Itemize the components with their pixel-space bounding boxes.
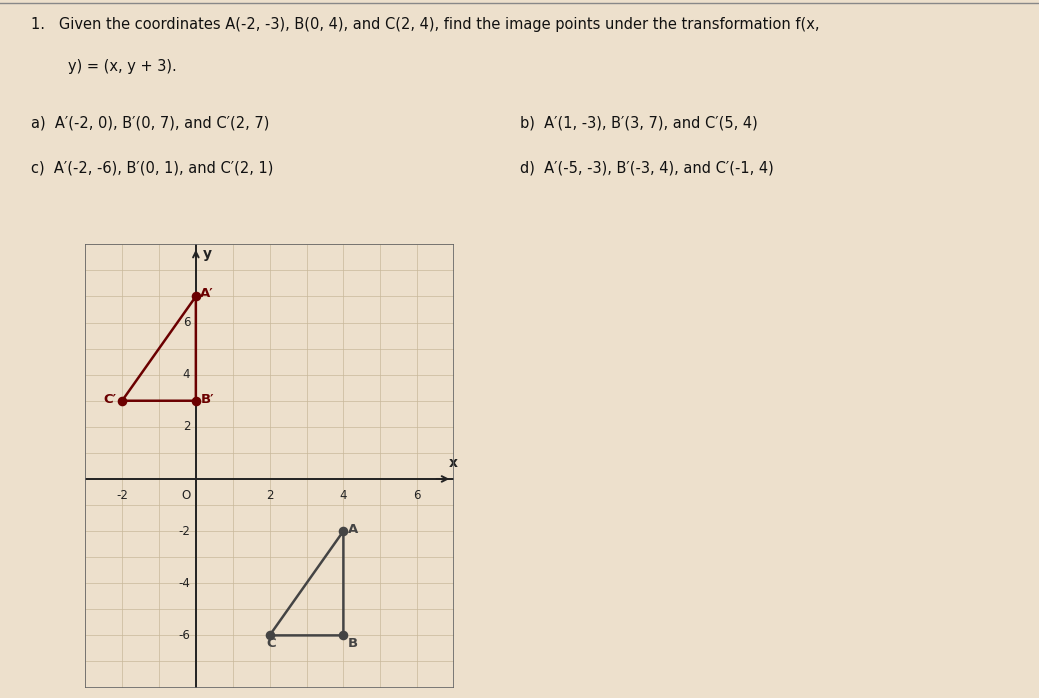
Text: 6: 6 [414, 489, 421, 503]
Text: C′: C′ [104, 393, 116, 406]
Text: 4: 4 [183, 368, 190, 381]
Text: y: y [204, 247, 212, 261]
Text: 2: 2 [266, 489, 273, 503]
Point [336, 526, 352, 537]
Text: a)  A′(-2, 0), B′(0, 7), and C′(2, 7): a) A′(-2, 0), B′(0, 7), and C′(2, 7) [31, 115, 269, 130]
Point [114, 395, 131, 406]
Point [336, 630, 352, 641]
Text: B′: B′ [201, 393, 214, 406]
Text: -6: -6 [179, 629, 190, 642]
Text: c)  A′(-2, -6), B′(0, 1), and C′(2, 1): c) A′(-2, -6), B′(0, 1), and C′(2, 1) [31, 161, 273, 175]
Text: d)  A′(-5, -3), B′(-3, 4), and C′(-1, 4): d) A′(-5, -3), B′(-3, 4), and C′(-1, 4) [520, 161, 773, 175]
Text: 1.   Given the coordinates A(-2, -3), B(0, 4), and C(2, 4), find the image point: 1. Given the coordinates A(-2, -3), B(0,… [31, 17, 820, 32]
Point [262, 630, 278, 641]
Text: A′: A′ [199, 288, 213, 300]
Text: 2: 2 [183, 420, 190, 433]
Text: O: O [181, 489, 190, 503]
Text: C: C [266, 637, 275, 650]
Text: x: x [449, 456, 457, 470]
Text: B: B [348, 637, 358, 650]
Text: b)  A′(1, -3), B′(3, 7), and C′(5, 4): b) A′(1, -3), B′(3, 7), and C′(5, 4) [520, 115, 757, 130]
Text: y) = (x, y + 3).: y) = (x, y + 3). [68, 59, 177, 74]
Text: -2: -2 [179, 525, 190, 537]
Point [188, 291, 205, 302]
Point [188, 395, 205, 406]
Text: 6: 6 [183, 316, 190, 329]
Text: 4: 4 [340, 489, 347, 503]
Text: -2: -2 [116, 489, 128, 503]
Text: A: A [348, 524, 358, 536]
Text: -4: -4 [179, 577, 190, 590]
